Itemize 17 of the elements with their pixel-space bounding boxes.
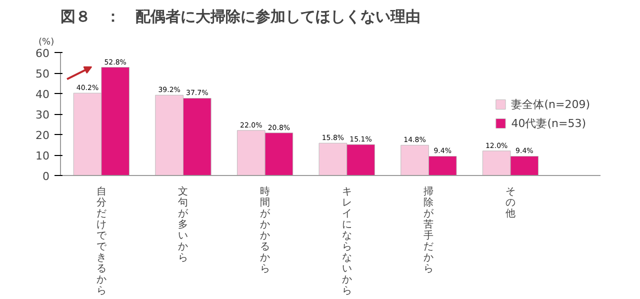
y-tick-label: 20 — [36, 129, 50, 142]
category-label: 自分だけでできるから — [96, 186, 106, 296]
y-tick-label: 30 — [36, 108, 50, 122]
x-tick-label: 時間がかかるから — [260, 186, 272, 274]
y-tick-label: 60 — [36, 47, 50, 60]
y-tick-label: 50 — [36, 68, 50, 80]
y-tick-label: 40 — [36, 88, 50, 101]
x-tick-label: 掃除が苦手だから — [424, 186, 435, 274]
chart-title: 図８ ： 配偶者に大掃除に参加してほしくない理由 — [60, 8, 420, 26]
x-tick-label: 文句が多いから — [178, 186, 190, 264]
legend-label: 40代妻(n=53) — [511, 116, 586, 130]
y-tick-label: 10 — [36, 150, 50, 162]
category-label: キレイにならないから — [342, 186, 352, 296]
y-axis-title: (%) — [38, 38, 54, 48]
x-tick-label: その他 — [506, 186, 516, 220]
y-tick-label: 0 — [42, 170, 50, 183]
legend-label: 妻全体(n=209) — [511, 96, 590, 112]
